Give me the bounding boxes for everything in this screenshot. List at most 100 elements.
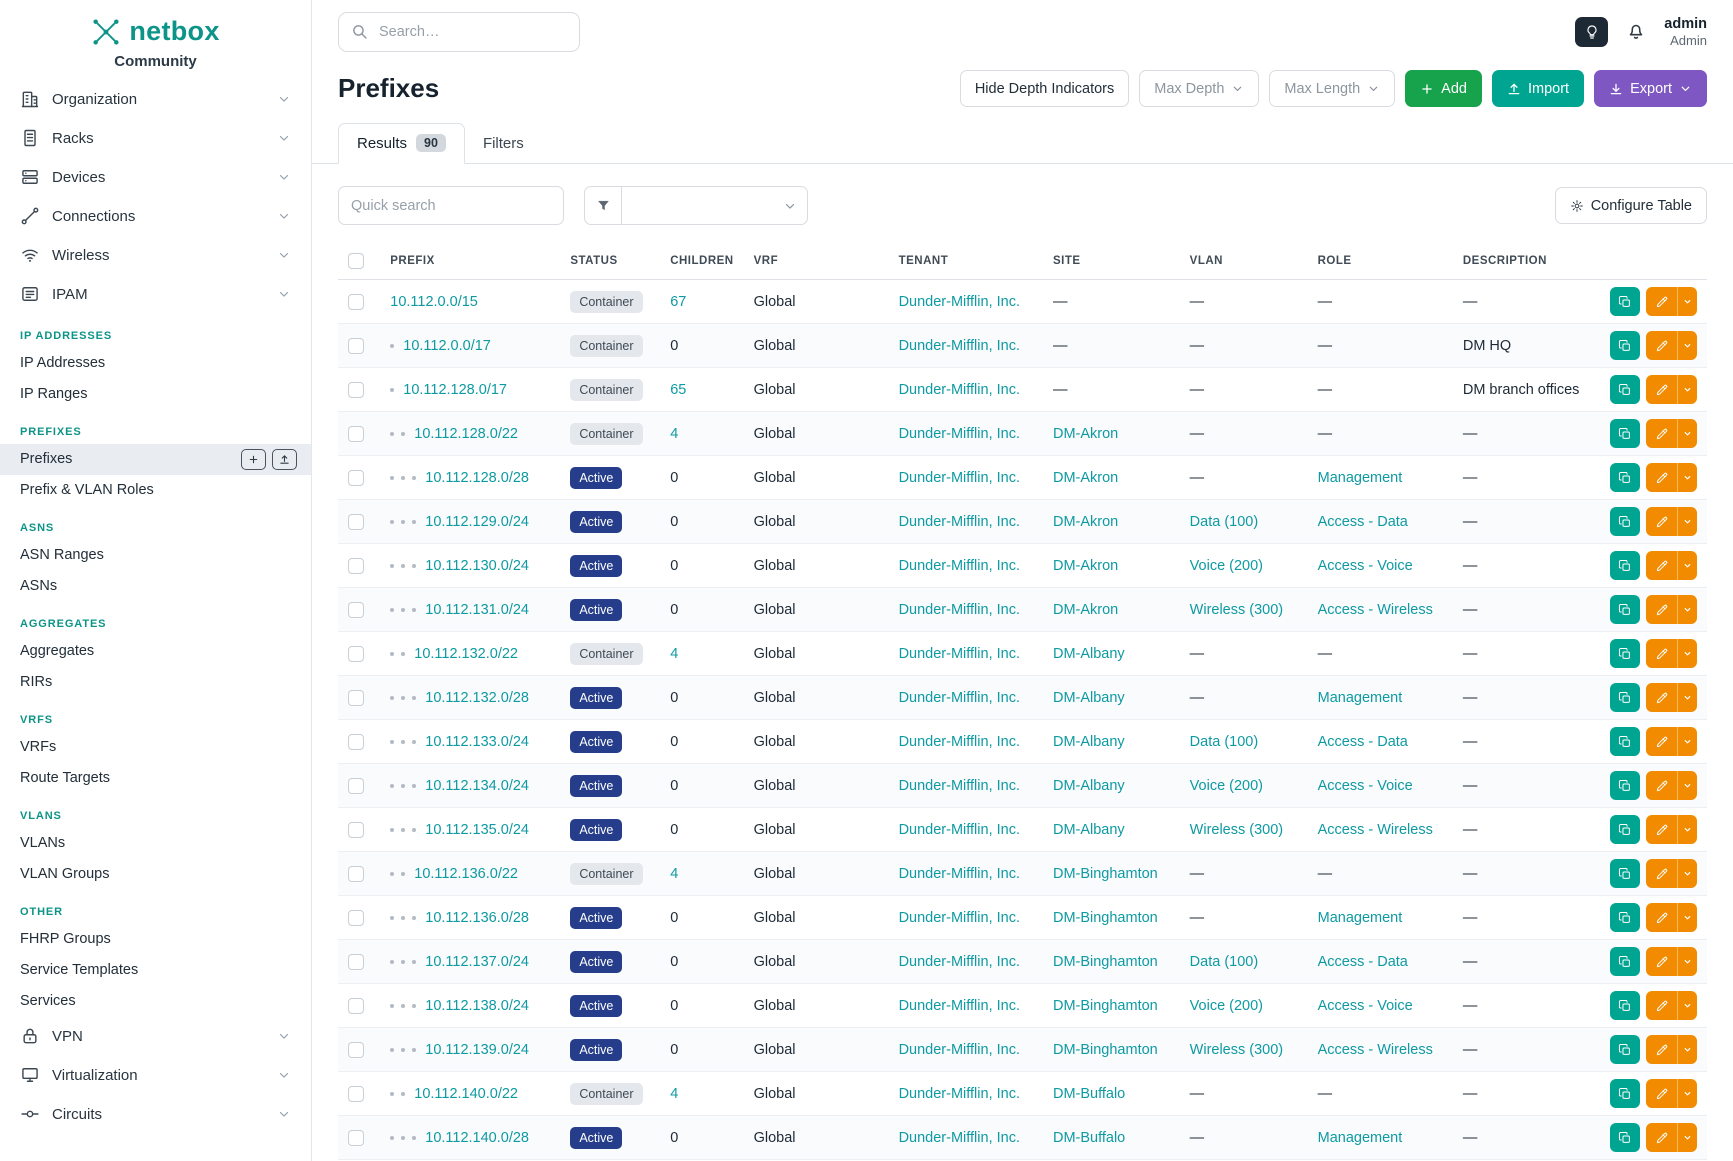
children-link[interactable]: 4	[670, 645, 679, 662]
row-checkbox[interactable]	[348, 1041, 364, 1058]
copy-button[interactable]	[1610, 639, 1640, 668]
tenant-link[interactable]: Dunder-Mifflin, Inc.	[898, 557, 1020, 574]
export-button[interactable]: Export	[1594, 70, 1707, 107]
role-link[interactable]: Access - Data	[1317, 513, 1408, 530]
edit-dropdown-button[interactable]	[1677, 463, 1697, 492]
column-header-vrf[interactable]: VRF	[743, 241, 889, 280]
row-checkbox[interactable]	[348, 513, 364, 530]
role-link[interactable]: Access - Data	[1317, 953, 1408, 970]
site-link[interactable]: DM-Albany	[1052, 645, 1125, 662]
prefix-link[interactable]: 10.112.132.0/22	[414, 645, 518, 662]
row-checkbox[interactable]	[348, 293, 364, 310]
site-link[interactable]: DM-Akron	[1052, 601, 1119, 618]
sidebar-item-prefixes[interactable]: Prefixes	[0, 443, 311, 475]
row-checkbox[interactable]	[348, 865, 364, 882]
sidebar-item-route-targets[interactable]: Route Targets	[0, 763, 311, 794]
max-depth-dropdown[interactable]: Max Depth	[1139, 70, 1260, 107]
column-header-status[interactable]: STATUS	[560, 241, 661, 280]
edit-dropdown-button[interactable]	[1677, 375, 1697, 404]
filter-button[interactable]	[584, 186, 622, 225]
site-link[interactable]: DM-Akron	[1052, 425, 1119, 442]
role-link[interactable]: Management	[1317, 1129, 1403, 1146]
sidebar-item-racks[interactable]: Racks	[0, 119, 311, 158]
tenant-link[interactable]: Dunder-Mifflin, Inc.	[898, 293, 1020, 310]
role-link[interactable]: Access - Data	[1317, 733, 1408, 750]
edit-dropdown-button[interactable]	[1677, 287, 1697, 316]
sidebar-item-asns[interactable]: ASNs	[0, 571, 311, 602]
copy-button[interactable]	[1610, 507, 1640, 536]
prefix-link[interactable]: 10.112.137.0/24	[425, 953, 529, 970]
edit-button[interactable]	[1646, 507, 1677, 536]
site-link[interactable]: DM-Albany	[1052, 689, 1125, 706]
copy-button[interactable]	[1610, 551, 1640, 580]
site-link[interactable]: DM-Binghamton	[1052, 1041, 1158, 1058]
sidebar-item-organization[interactable]: Organization	[0, 80, 311, 119]
site-link[interactable]: DM-Binghamton	[1052, 953, 1158, 970]
tenant-link[interactable]: Dunder-Mifflin, Inc.	[898, 733, 1020, 750]
copy-button[interactable]	[1610, 375, 1640, 404]
copy-button[interactable]	[1610, 419, 1640, 448]
site-link[interactable]: DM-Albany	[1052, 777, 1125, 794]
children-link[interactable]: 4	[670, 1085, 679, 1102]
edit-button[interactable]	[1646, 815, 1677, 844]
edit-button[interactable]	[1646, 991, 1677, 1020]
row-checkbox[interactable]	[348, 381, 364, 398]
role-link[interactable]: Access - Voice	[1317, 557, 1413, 574]
children-link[interactable]: 4	[670, 865, 679, 882]
sidebar-item-ip-addresses[interactable]: IP Addresses	[0, 348, 311, 379]
row-checkbox[interactable]	[348, 337, 364, 354]
sidebar-item-virtualization[interactable]: Virtualization	[0, 1056, 311, 1095]
global-search-input[interactable]	[338, 12, 580, 52]
column-header-description[interactable]: DESCRIPTION	[1452, 241, 1600, 280]
row-checkbox[interactable]	[348, 909, 364, 926]
sidebar-item-devices[interactable]: Devices	[0, 158, 311, 197]
sidebar-item-aggregates[interactable]: Aggregates	[0, 636, 311, 667]
vlan-link[interactable]: Voice (200)	[1189, 557, 1264, 574]
edit-dropdown-button[interactable]	[1677, 947, 1697, 976]
edit-dropdown-button[interactable]	[1677, 595, 1697, 624]
sidebar-quick-add-button[interactable]	[241, 448, 266, 470]
quick-search-input[interactable]	[338, 186, 564, 225]
tenant-link[interactable]: Dunder-Mifflin, Inc.	[898, 1041, 1020, 1058]
prefix-link[interactable]: 10.112.140.0/28	[425, 1129, 529, 1146]
edit-button[interactable]	[1646, 375, 1677, 404]
tenant-link[interactable]: Dunder-Mifflin, Inc.	[898, 777, 1020, 794]
configure-table-button[interactable]: Configure Table	[1554, 187, 1707, 224]
copy-button[interactable]	[1610, 1079, 1640, 1108]
sidebar-item-prefix-vlan-roles[interactable]: Prefix & VLAN Roles	[0, 475, 311, 506]
prefix-link[interactable]: 10.112.133.0/24	[425, 733, 529, 750]
tenant-link[interactable]: Dunder-Mifflin, Inc.	[898, 821, 1020, 838]
vlan-link[interactable]: Voice (200)	[1189, 997, 1264, 1014]
row-checkbox[interactable]	[348, 557, 364, 574]
add-button[interactable]: Add	[1405, 70, 1482, 107]
site-link[interactable]: DM-Albany	[1052, 821, 1125, 838]
prefix-link[interactable]: 10.112.128.0/28	[425, 469, 529, 486]
edit-button[interactable]	[1646, 1035, 1677, 1064]
edit-dropdown-button[interactable]	[1677, 727, 1697, 756]
role-link[interactable]: Access - Wireless	[1317, 601, 1433, 618]
copy-button[interactable]	[1610, 727, 1640, 756]
role-link[interactable]: Management	[1317, 689, 1403, 706]
tenant-link[interactable]: Dunder-Mifflin, Inc.	[898, 513, 1020, 530]
row-checkbox[interactable]	[348, 1129, 364, 1146]
edit-dropdown-button[interactable]	[1677, 1035, 1697, 1064]
role-link[interactable]: Access - Wireless	[1317, 1041, 1433, 1058]
tenant-link[interactable]: Dunder-Mifflin, Inc.	[898, 1085, 1020, 1102]
edit-button[interactable]	[1646, 419, 1677, 448]
role-link[interactable]: Management	[1317, 469, 1403, 486]
row-checkbox[interactable]	[348, 733, 364, 750]
vlan-link[interactable]: Data (100)	[1189, 513, 1259, 530]
prefix-link[interactable]: 10.112.135.0/24	[425, 821, 529, 838]
netbox-logo[interactable]: netbox Community	[0, 0, 311, 80]
tenant-link[interactable]: Dunder-Mifflin, Inc.	[898, 865, 1020, 882]
prefix-link[interactable]: 10.112.128.0/22	[414, 425, 518, 442]
edit-dropdown-button[interactable]	[1677, 991, 1697, 1020]
site-link[interactable]: DM-Buffalo	[1052, 1129, 1126, 1146]
sidebar-item-vlan-groups[interactable]: VLAN Groups	[0, 859, 311, 890]
edit-dropdown-button[interactable]	[1677, 1079, 1697, 1108]
prefix-link[interactable]: 10.112.138.0/24	[425, 997, 529, 1014]
sidebar-item-services[interactable]: Services	[0, 986, 311, 1017]
user-menu[interactable]: admin Admin	[1664, 15, 1707, 49]
sidebar-item-service-templates[interactable]: Service Templates	[0, 955, 311, 986]
copy-button[interactable]	[1610, 947, 1640, 976]
